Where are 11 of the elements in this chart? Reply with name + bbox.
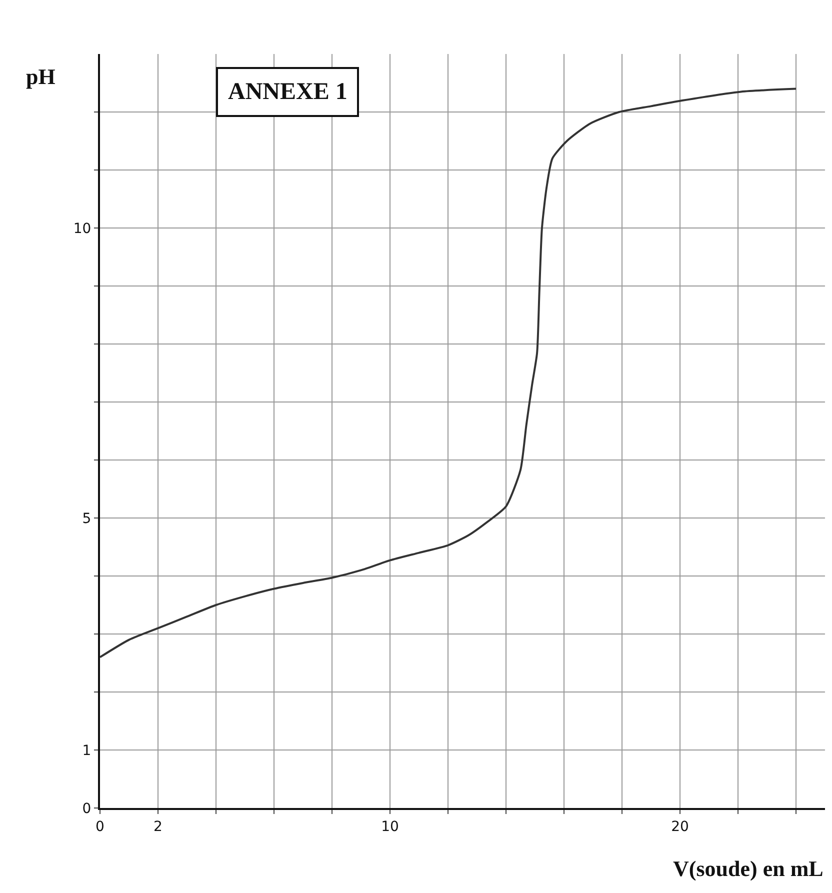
y-axis-title: pH xyxy=(26,64,56,89)
x-tick-label: 2 xyxy=(154,818,162,835)
y-tick-label: 1 xyxy=(82,742,92,759)
y-tick-label: 5 xyxy=(82,510,92,527)
text: ANNEXE 1 xyxy=(228,79,348,105)
x-tick-label: 20 xyxy=(671,818,689,835)
x-axis-title: V(soude) en mL xyxy=(673,856,824,881)
y-tick-label: 10 xyxy=(73,220,92,237)
x-tick-label: 0 xyxy=(96,818,104,835)
y-tick-label: 0 xyxy=(82,800,92,817)
x-tick-label: 10 xyxy=(381,818,399,835)
